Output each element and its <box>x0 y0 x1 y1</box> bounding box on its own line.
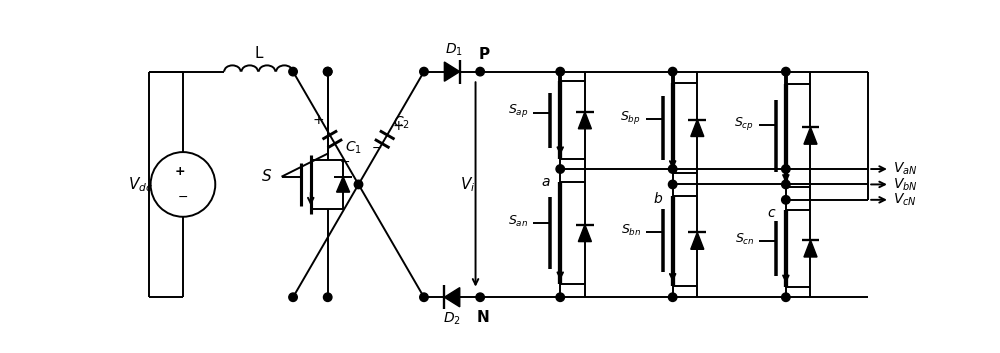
Text: $C_1$: $C_1$ <box>345 140 362 156</box>
Text: L: L <box>254 46 263 61</box>
Text: $-$: $-$ <box>177 190 189 203</box>
Circle shape <box>420 67 428 76</box>
Text: $a$: $a$ <box>541 175 551 189</box>
Circle shape <box>782 180 790 189</box>
Circle shape <box>556 67 564 76</box>
Text: $C_2$: $C_2$ <box>393 114 410 131</box>
Circle shape <box>782 165 790 173</box>
Circle shape <box>782 293 790 301</box>
Text: S: S <box>262 169 271 184</box>
Text: $S_{an}$: $S_{an}$ <box>508 214 529 229</box>
Text: $b$: $b$ <box>653 191 663 205</box>
Circle shape <box>354 180 363 189</box>
Circle shape <box>782 67 790 76</box>
Circle shape <box>668 180 677 189</box>
Text: $-$: $-$ <box>371 141 382 154</box>
Polygon shape <box>804 127 817 144</box>
Text: $V_{dc}$: $V_{dc}$ <box>128 175 153 194</box>
Circle shape <box>556 293 564 301</box>
Polygon shape <box>804 240 817 257</box>
Circle shape <box>782 196 790 204</box>
Circle shape <box>323 67 332 76</box>
Circle shape <box>289 293 297 301</box>
Polygon shape <box>444 288 460 307</box>
Circle shape <box>668 165 677 173</box>
Circle shape <box>323 67 332 76</box>
Text: $S_{bp}$: $S_{bp}$ <box>620 109 641 126</box>
Text: $V_i$: $V_i$ <box>460 175 476 194</box>
Polygon shape <box>691 120 704 137</box>
Text: $V_{cN}$: $V_{cN}$ <box>893 192 917 208</box>
Text: $-$: $-$ <box>339 155 350 168</box>
Polygon shape <box>578 112 591 129</box>
Text: +: + <box>313 113 324 127</box>
Circle shape <box>420 293 428 301</box>
Text: +: + <box>393 119 404 133</box>
Text: $V_{bN}$: $V_{bN}$ <box>893 176 918 193</box>
Polygon shape <box>337 177 350 192</box>
Text: $D_2$: $D_2$ <box>443 311 461 328</box>
Text: $c$: $c$ <box>767 206 777 220</box>
Text: $S_{cn}$: $S_{cn}$ <box>735 232 754 247</box>
Circle shape <box>323 293 332 301</box>
Circle shape <box>668 67 677 76</box>
Text: $D_1$: $D_1$ <box>445 41 463 58</box>
Circle shape <box>668 293 677 301</box>
Polygon shape <box>578 225 591 241</box>
Circle shape <box>476 293 484 301</box>
Text: $S_{bn}$: $S_{bn}$ <box>621 223 641 238</box>
Circle shape <box>556 165 564 173</box>
Text: $V_{aN}$: $V_{aN}$ <box>893 161 917 177</box>
Polygon shape <box>444 62 460 81</box>
Text: P: P <box>479 47 490 62</box>
Text: $S_{ap}$: $S_{ap}$ <box>508 102 529 119</box>
Circle shape <box>476 67 484 76</box>
Text: +: + <box>175 165 185 178</box>
Circle shape <box>289 67 297 76</box>
Text: N: N <box>476 310 489 324</box>
Text: $S_{cp}$: $S_{cp}$ <box>734 115 754 132</box>
Polygon shape <box>691 232 704 249</box>
